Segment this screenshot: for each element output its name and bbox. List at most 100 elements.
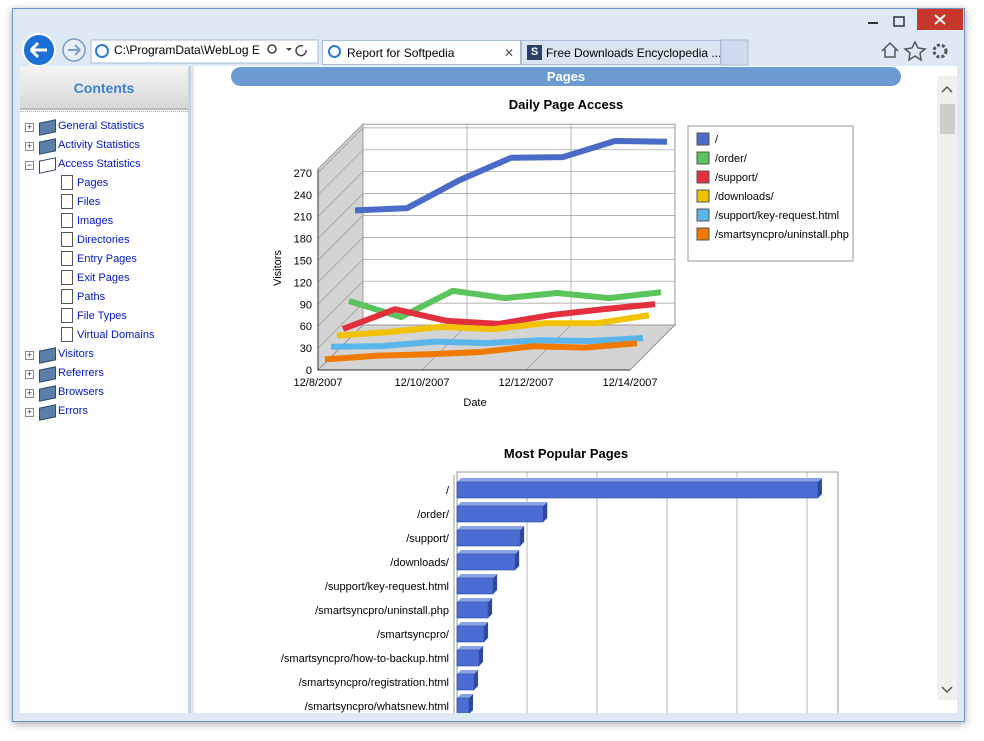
tree-item[interactable]: General Statistics <box>58 120 145 132</box>
page-icon <box>61 251 73 266</box>
legend-swatch <box>696 170 710 184</box>
scroll-thumb[interactable] <box>940 104 955 134</box>
chart-title: Most Popular Pages <box>504 446 628 461</box>
y-tick-label: 210 <box>294 212 312 224</box>
tree-item[interactable]: File Types <box>77 310 127 322</box>
bar-top <box>457 550 520 554</box>
book-icon <box>39 366 56 383</box>
x-tick-label: 12/8/2007 <box>294 377 343 389</box>
legend-label: /order/ <box>715 153 748 165</box>
bar-side <box>493 574 498 594</box>
tree-item[interactable]: Access Statistics <box>58 158 141 170</box>
bar-top <box>457 646 484 650</box>
tree-item[interactable]: Activity Statistics <box>58 139 140 151</box>
tree-item[interactable]: Paths <box>77 291 106 303</box>
header-bar <box>231 67 901 86</box>
expander[interactable]: + <box>25 350 34 360</box>
y-tick-label: /smartsyncpro/uninstall.php <box>315 605 449 617</box>
legend-label: / <box>715 134 719 146</box>
y-axis-label: Visitors <box>272 250 284 286</box>
favorites-icon[interactable] <box>903 40 927 62</box>
expander[interactable]: + <box>25 122 34 132</box>
tree-item[interactable]: Browsers <box>58 386 104 398</box>
legend-label: /support/ <box>715 172 759 184</box>
legend-label: /support/key-request.html <box>715 210 839 222</box>
settings-icon[interactable] <box>932 43 948 59</box>
tree-item[interactable]: Images <box>77 215 114 227</box>
page-icon <box>61 289 73 304</box>
tab-close[interactable]: ✕ <box>503 46 514 60</box>
y-tick-label: 0 <box>306 365 312 377</box>
bar-side <box>515 550 520 570</box>
tree-item[interactable]: Referrers <box>58 367 104 379</box>
series-line <box>330 335 644 350</box>
bar-side <box>817 478 822 498</box>
expander[interactable]: + <box>25 407 34 417</box>
page-icon <box>61 270 73 285</box>
legend-swatch <box>696 227 710 241</box>
tree-item[interactable]: Virtual Domains <box>77 329 155 341</box>
book-icon <box>39 138 56 155</box>
address-bar[interactable] <box>90 39 319 64</box>
y-tick-label: /order/ <box>417 509 450 521</box>
bar-side <box>479 646 484 666</box>
window-controls[interactable] <box>868 9 963 30</box>
scroll-up[interactable] <box>941 85 953 93</box>
y-tick-label: 60 <box>300 321 312 333</box>
tree-item[interactable]: Visitors <box>58 348 94 360</box>
report: Pages Daily Page Access 0 30 60 90 120 150 180 2… <box>231 67 957 713</box>
search-icon[interactable] <box>267 44 277 54</box>
legend-swatch <box>696 189 710 203</box>
tab-active[interactable]: Report for Softpedia ✕ <box>322 40 521 65</box>
bar <box>456 649 480 667</box>
bar <box>456 625 485 643</box>
bar <box>456 601 489 619</box>
y-tick-label: /support/ <box>406 533 450 545</box>
bar-top <box>457 526 525 530</box>
forward-arrow <box>68 44 81 56</box>
expander[interactable]: − <box>25 160 34 170</box>
tree-item[interactable]: Entry Pages <box>77 253 137 265</box>
expander[interactable]: + <box>25 141 34 151</box>
tree-item[interactable]: Files <box>77 196 101 208</box>
home-icon[interactable] <box>881 41 899 58</box>
bar-top <box>457 502 548 506</box>
book-icon <box>39 347 56 364</box>
scroll-down[interactable] <box>941 686 953 694</box>
bar-side <box>474 670 479 690</box>
bar-top <box>457 598 493 602</box>
bar-top <box>457 574 498 578</box>
tree-item[interactable]: Pages <box>77 177 109 189</box>
tree-item[interactable]: Errors <box>58 405 88 417</box>
series-line <box>341 301 656 332</box>
x-axis-label: Date <box>463 397 486 409</box>
tab-inactive[interactable]: Free Downloads Encyclopedia ... <box>521 40 721 65</box>
dropdown-icon[interactable] <box>286 48 292 51</box>
tree-item[interactable]: Exit Pages <box>77 272 130 284</box>
header-title: Pages <box>547 69 585 84</box>
y-tick-label: 90 <box>300 299 312 311</box>
page-icon <box>61 232 73 247</box>
y-tick-label: /smartsyncpro/how-to-backup.html <box>281 653 449 665</box>
y-tick-label: 270 <box>294 168 312 180</box>
y-tick-label: /support/key-request.html <box>325 581 449 593</box>
bar <box>456 577 494 595</box>
bar-top <box>457 670 479 674</box>
scrollbar[interactable] <box>937 76 957 700</box>
bar <box>456 553 516 571</box>
series-line <box>336 312 650 339</box>
address-text: C:\ProgramData\WebLog E <box>114 43 260 57</box>
bar-side <box>543 502 548 522</box>
chart-title: Daily Page Access <box>509 97 623 112</box>
refresh-icon[interactable] <box>295 44 307 57</box>
page-icon <box>61 327 73 342</box>
y-tick-label: /smartsyncpro/whatsnew.html <box>305 701 449 713</box>
new-tab[interactable] <box>720 39 749 66</box>
legend-label: /downloads/ <box>715 191 775 203</box>
maximize-button[interactable] <box>893 16 905 27</box>
y-tick-label: 240 <box>294 190 312 202</box>
expander[interactable]: + <box>25 369 34 379</box>
tree-item[interactable]: Directories <box>77 234 130 246</box>
y-tick-label: 180 <box>294 234 312 246</box>
expander[interactable]: + <box>25 388 34 398</box>
